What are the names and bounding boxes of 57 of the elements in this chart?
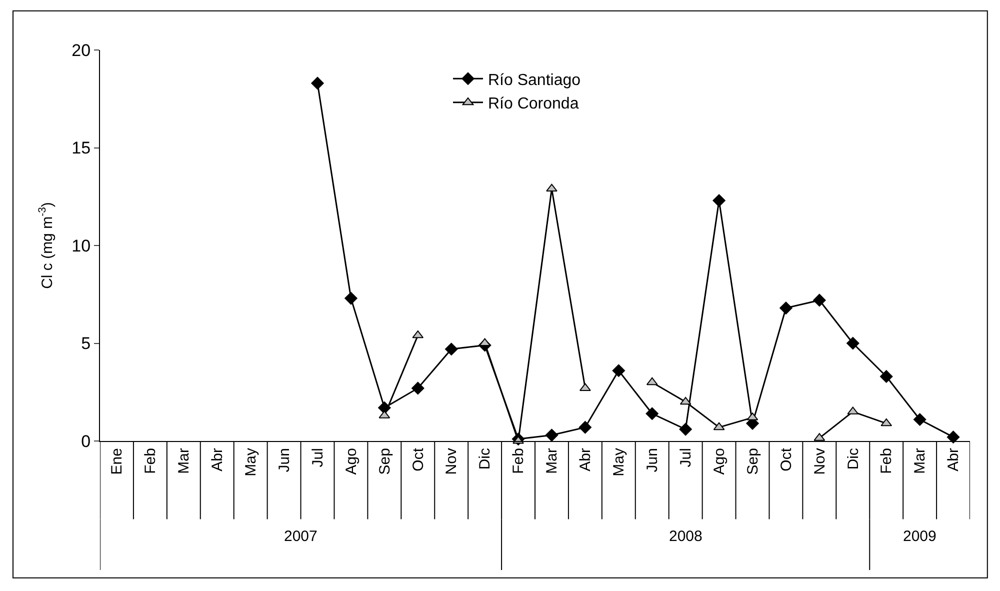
x-tick-label: Oct bbox=[410, 447, 427, 472]
y-tick-label: 0 bbox=[81, 432, 91, 451]
point bbox=[646, 377, 658, 386]
legend-label: Río Coronda bbox=[488, 96, 579, 113]
x-tick-label: May bbox=[242, 448, 260, 476]
point bbox=[412, 330, 424, 338]
x-tick-label: Mar bbox=[912, 448, 929, 474]
point bbox=[913, 413, 926, 426]
x-tick-label: Abr bbox=[208, 448, 226, 472]
point bbox=[344, 292, 358, 305]
point bbox=[679, 422, 692, 436]
x-tick-label: May bbox=[610, 448, 628, 476]
x-tick-label: Feb bbox=[142, 448, 160, 474]
x-tick-label: Ene bbox=[108, 448, 126, 475]
x-tick-label: Mar bbox=[176, 448, 193, 474]
y-tick-label: 5 bbox=[81, 334, 91, 354]
point bbox=[546, 184, 558, 192]
point bbox=[713, 422, 725, 430]
x-tick-label: Abr bbox=[577, 448, 594, 472]
y-tick-label: 20 bbox=[72, 40, 91, 60]
x-tick-label: Jul bbox=[309, 448, 326, 468]
point bbox=[880, 418, 892, 426]
x-tick-label: Dic bbox=[844, 448, 862, 470]
point bbox=[578, 420, 592, 434]
x-tick-label: Ago bbox=[342, 448, 360, 475]
point bbox=[445, 342, 458, 356]
point bbox=[813, 294, 826, 307]
x-tick-label: Oct bbox=[778, 447, 795, 472]
x-tick-label: Mar bbox=[544, 448, 561, 474]
point bbox=[712, 194, 726, 207]
point bbox=[880, 370, 893, 383]
x-tick-label: Jul bbox=[677, 448, 694, 468]
text: 2008 bbox=[669, 528, 702, 545]
point bbox=[946, 430, 960, 444]
text: 2007 bbox=[284, 528, 318, 545]
point bbox=[311, 76, 324, 90]
text: 2009 bbox=[903, 528, 936, 545]
x-tick-label: Nov bbox=[811, 448, 828, 475]
x-tick-label: Jun bbox=[644, 448, 661, 472]
y-tick-label: 10 bbox=[72, 236, 91, 256]
point bbox=[780, 302, 792, 314]
x-tick-label: Feb bbox=[510, 448, 528, 474]
point bbox=[612, 364, 625, 377]
y-tick-label: 15 bbox=[72, 138, 91, 158]
point bbox=[680, 396, 692, 405]
legend-label: Río Santiago bbox=[488, 72, 581, 89]
x-tick-label: Nov bbox=[443, 448, 460, 475]
x-tick-label: Sep bbox=[376, 448, 394, 475]
x-tick-label: Sep bbox=[744, 448, 762, 475]
x-tick-label: Ago bbox=[710, 448, 728, 475]
point bbox=[846, 336, 860, 350]
x-tick-label: Jun bbox=[276, 448, 293, 472]
x-tick-label: Dic bbox=[476, 448, 494, 470]
x-tick-label: Feb bbox=[878, 448, 896, 474]
x-tick-label: Abr bbox=[945, 448, 962, 472]
point bbox=[545, 428, 558, 442]
point bbox=[646, 407, 658, 420]
